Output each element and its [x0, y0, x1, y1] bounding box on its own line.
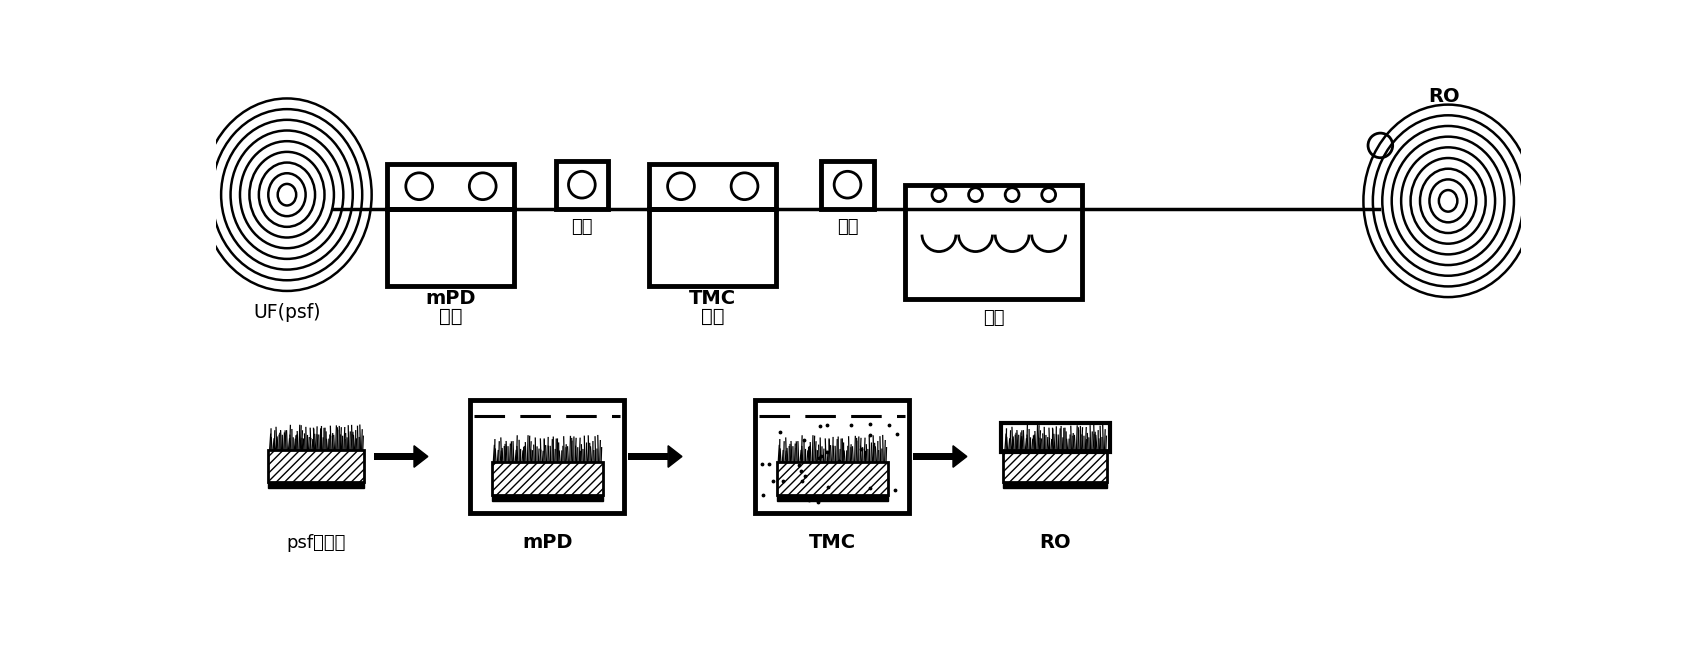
FancyBboxPatch shape — [492, 494, 603, 501]
FancyBboxPatch shape — [776, 462, 888, 494]
Text: TMC: TMC — [690, 289, 736, 308]
Text: TMC: TMC — [809, 533, 856, 552]
Polygon shape — [668, 446, 681, 467]
FancyBboxPatch shape — [268, 482, 364, 488]
FancyBboxPatch shape — [914, 453, 953, 459]
Text: RO: RO — [1039, 533, 1071, 552]
Text: mPD: mPD — [522, 533, 573, 552]
Text: UF(psf): UF(psf) — [253, 302, 320, 321]
FancyBboxPatch shape — [492, 462, 603, 494]
FancyBboxPatch shape — [268, 449, 364, 482]
Text: RO: RO — [1429, 87, 1459, 106]
FancyBboxPatch shape — [375, 453, 414, 459]
FancyBboxPatch shape — [1003, 449, 1107, 482]
FancyBboxPatch shape — [776, 494, 888, 501]
FancyBboxPatch shape — [629, 453, 668, 459]
Text: 干燥: 干燥 — [571, 218, 593, 236]
Text: 清洗: 清洗 — [983, 309, 1005, 327]
Text: 浸渍: 浸渍 — [702, 307, 724, 326]
Text: 干燥: 干燥 — [837, 218, 858, 236]
Polygon shape — [414, 446, 427, 467]
FancyBboxPatch shape — [1003, 482, 1107, 488]
Polygon shape — [953, 446, 966, 467]
Text: psf支撑层: psf支撑层 — [286, 533, 346, 552]
Text: mPD: mPD — [425, 289, 476, 308]
Text: 浸渍: 浸渍 — [439, 307, 463, 326]
